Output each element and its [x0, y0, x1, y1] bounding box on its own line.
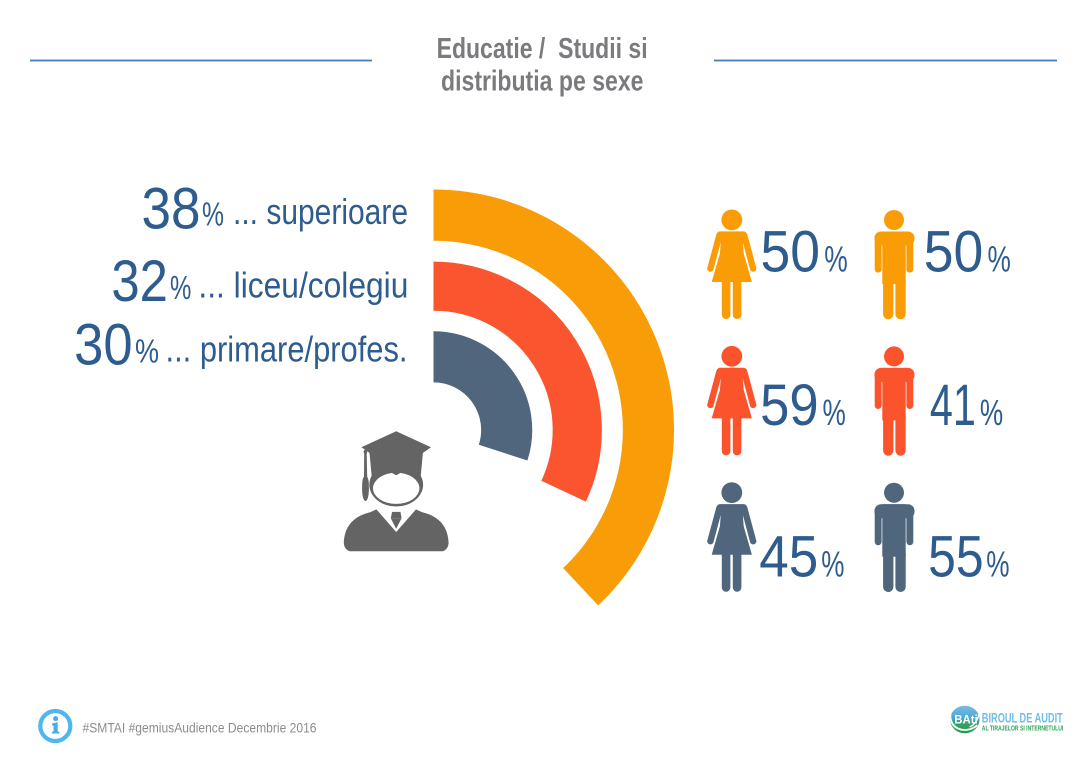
svg-text:50: 50 — [924, 219, 984, 284]
svg-text:45: 45 — [759, 525, 818, 590]
svg-text:AL TIRAJELOR SI INTERNETULUI: AL TIRAJELOR SI INTERNETULUI — [982, 724, 1064, 733]
svg-text:BAti: BAti — [954, 715, 978, 727]
svg-text:... liceu/colegiu: ... liceu/colegiu — [198, 265, 408, 306]
svg-text:%: % — [986, 544, 1009, 585]
svg-text:BIROUL DE AUDIT: BIROUL DE AUDIT — [982, 711, 1064, 726]
svg-text:41: 41 — [930, 373, 976, 438]
svg-text:... superioare: ... superioare — [233, 191, 408, 232]
svg-text:38: 38 — [142, 177, 201, 242]
svg-text:%: % — [170, 269, 191, 306]
svg-text:Educatie / Studii si: Educatie / Studii si — [437, 33, 648, 65]
svg-text:%: % — [135, 333, 159, 370]
svg-text:%: % — [821, 544, 844, 585]
svg-text:%: % — [988, 238, 1011, 279]
svg-text:32: 32 — [111, 249, 167, 314]
svg-text:#SMTAI #gemiusAudience Decembr: #SMTAI #gemiusAudience Decembrie 2016 — [83, 720, 317, 735]
svg-text:55: 55 — [928, 525, 984, 590]
svg-text:30: 30 — [74, 313, 133, 378]
svg-text:%: % — [823, 392, 846, 433]
svg-text:%: % — [824, 238, 848, 279]
svg-text:50: 50 — [761, 219, 821, 284]
svg-text:%: % — [980, 392, 1003, 433]
svg-text:distributia pe sexe: distributia pe sexe — [441, 66, 644, 98]
svg-text:%: % — [202, 195, 224, 232]
svg-text:59: 59 — [760, 373, 819, 438]
svg-text:... primare/profes.: ... primare/profes. — [166, 328, 408, 369]
